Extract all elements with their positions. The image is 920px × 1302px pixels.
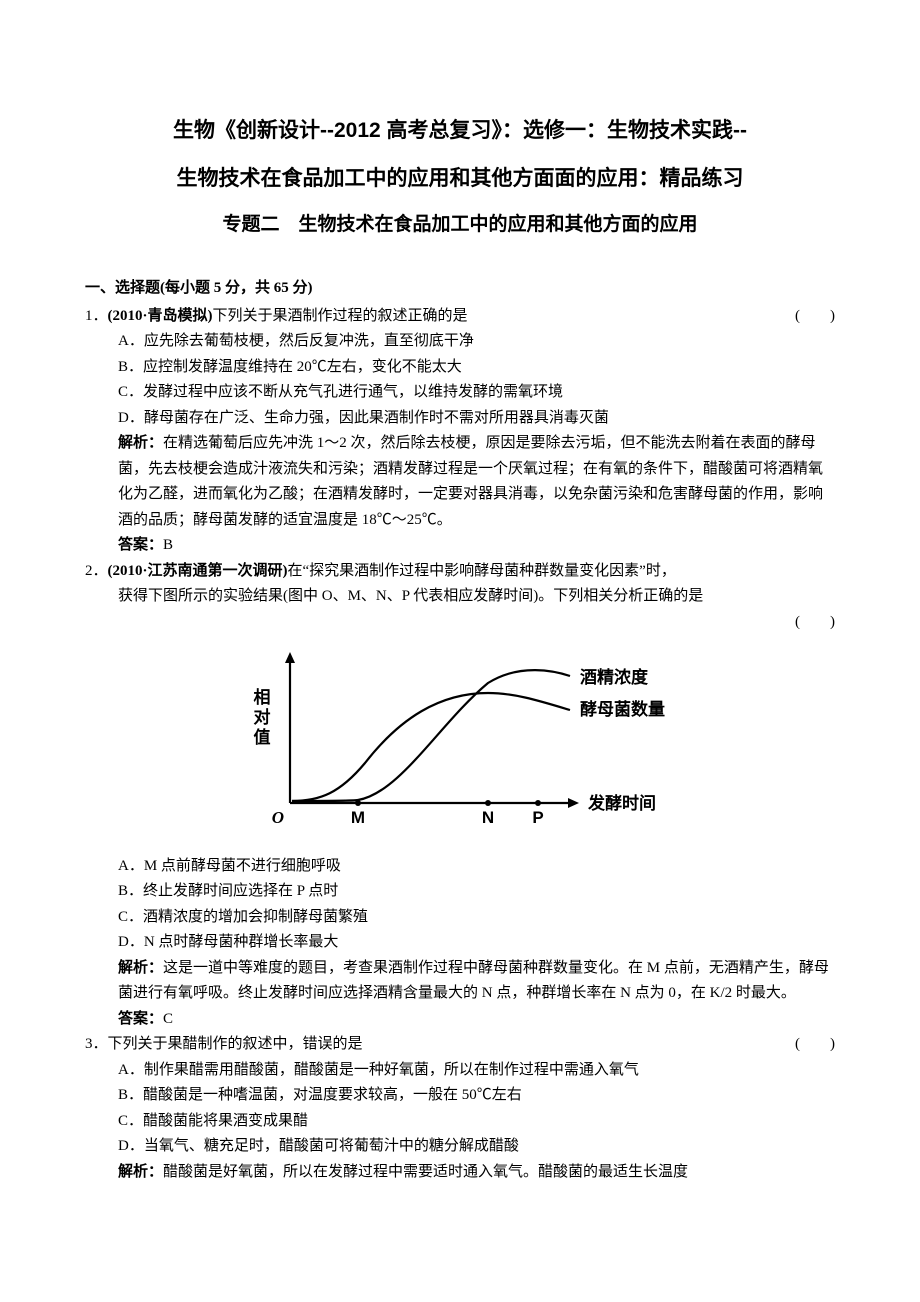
q1-number: 1． [85,308,108,324]
q1-paren: ( ) [795,304,835,330]
svg-text:酒精浓度: 酒精浓度 [580,667,649,687]
svg-text:相: 相 [254,687,271,707]
doc-title-line2: 生物技术在食品加工中的应用和其他方面面的应用：精品练习 [85,158,835,200]
q3-option-b: B．醋酸菌是一种嗜温菌，对温度要求较高，一般在 50℃左右 [85,1083,835,1109]
q2-stem-part1: 在“探究果酒制作过程中影响酵母菌种群数量变化因素”时， [288,563,676,579]
q1-stem-row: 1．(2010·青岛模拟)下列关于果酒制作过程的叙述正确的是 ( ) [85,304,835,330]
svg-text:O: O [272,808,284,827]
svg-text:对: 对 [254,707,271,727]
q3-option-c: C．醋酸菌能将果酒变成果醋 [85,1109,835,1135]
doc-title-line1: 生物《创新设计--2012 高考总复习》：选修一：生物技术实践-- [85,110,835,152]
svg-text:发酵时间: 发酵时间 [587,793,656,813]
q1-option-b: B．应控制发酵温度维持在 20℃左右，变化不能太大 [85,355,835,381]
q2-chart: 相对值 O M N P 发酵时间 酒精浓度酵母菌数量 [85,643,835,848]
q3-stem-row: 3．下列关于果醋制作的叙述中，错误的是 ( ) [85,1032,835,1058]
chart-svg: 相对值 O M N P 发酵时间 酒精浓度酵母菌数量 [230,643,690,838]
q2-ans-label: 答案： [118,1011,163,1027]
q2-option-d: D．N 点时酵母菌种群增长率最大 [85,930,835,956]
q2-answer: 答案：C [85,1007,835,1033]
q3-exp-label: 解析： [118,1164,163,1180]
q2-exp-text: 这是一道中等难度的题目，考查果酒制作过程中酵母菌种群数量变化。在 M 点前，无酒… [118,960,829,1002]
q2-stem-line2: 获得下图所示的实验结果(图中 O、M、N、P 代表相应发酵时间)。下列相关分析正… [85,584,835,610]
q3-stem: 下列关于果醋制作的叙述中，错误的是 [108,1036,363,1052]
q2-option-c: C．酒精浓度的增加会抑制酵母菌繁殖 [85,905,835,931]
q1-stem: 下列关于果酒制作过程的叙述正确的是 [213,308,468,324]
q2-option-b: B．终止发酵时间应选择在 P 点时 [85,879,835,905]
q2-option-a: A．M 点前酵母菌不进行细胞呼吸 [85,854,835,880]
q2-paren: ( ) [795,610,835,636]
q2-paren-row: ( ) [85,610,835,636]
svg-text:P: P [532,808,543,827]
q1-ans-label: 答案： [118,537,163,553]
q3-explanation: 解析：醋酸菌是好氧菌，所以在发酵过程中需要适时通入氧气。醋酸菌的最适生长温度 [85,1160,835,1186]
svg-text:M: M [351,808,365,827]
doc-subtitle: 专题二 生物技术在食品加工中的应用和其他方面的应用 [85,206,835,244]
section-heading: 一、选择题(每小题 5 分，共 65 分) [85,276,835,302]
q1-exp-text: 在精选葡萄后应先冲洗 1～2 次，然后除去枝梗，原因是要除去污垢，但不能洗去附着… [118,435,823,528]
q2-explanation: 解析：这是一道中等难度的题目，考查果酒制作过程中酵母菌种群数量变化。在 M 点前… [85,956,835,1007]
svg-text:N: N [482,808,494,827]
q2-number: 2． [85,563,108,579]
q3-number: 3． [85,1036,108,1052]
q2-stem-line1: 2．(2010·江苏南通第一次调研)在“探究果酒制作过程中影响酵母菌种群数量变化… [85,559,835,585]
q1-exp-label: 解析： [118,435,163,451]
q1-option-d: D．酵母菌存在广泛、生命力强，因此果酒制作时不需对所用器具消毒灭菌 [85,406,835,432]
q2-source: (2010·江苏南通第一次调研) [108,563,288,579]
q3-option-a: A．制作果醋需用醋酸菌，醋酸菌是一种好氧菌，所以在制作过程中需通入氧气 [85,1058,835,1084]
svg-text:值: 值 [254,727,271,747]
q1-ans-value: B [163,537,173,553]
q1-explanation: 解析：在精选葡萄后应先冲洗 1～2 次，然后除去枝梗，原因是要除去污垢，但不能洗… [85,431,835,533]
q1-option-c: C．发酵过程中应该不断从充气孔进行通气，以维持发酵的需氧环境 [85,380,835,406]
svg-text:酵母菌数量: 酵母菌数量 [580,699,665,719]
q2-exp-label: 解析： [118,960,163,976]
q1-option-a: A．应先除去葡萄枝梗，然后反复冲洗，直至彻底干净 [85,329,835,355]
q3-paren: ( ) [795,1032,835,1058]
q3-exp-text: 醋酸菌是好氧菌，所以在发酵过程中需要适时通入氧气。醋酸菌的最适生长温度 [163,1164,688,1180]
q3-option-d: D．当氧气、糖充足时，醋酸菌可将葡萄汁中的糖分解成醋酸 [85,1134,835,1160]
q1-source: (2010·青岛模拟) [108,308,213,324]
q1-answer: 答案：B [85,533,835,559]
q2-ans-value: C [163,1011,173,1027]
